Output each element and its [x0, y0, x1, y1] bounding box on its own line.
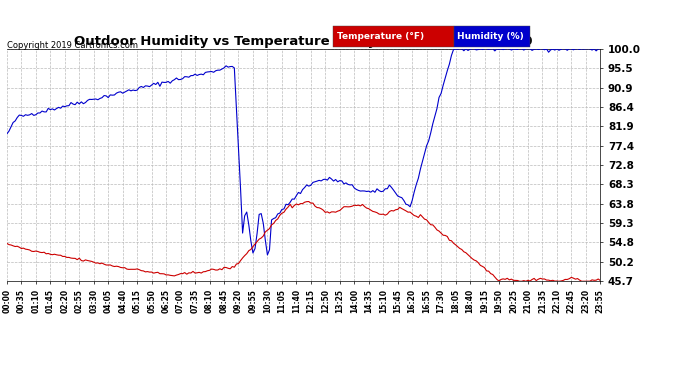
Title: Outdoor Humidity vs Temperature Every 5 Minutes 20191020: Outdoor Humidity vs Temperature Every 5 … — [75, 34, 533, 48]
Text: Humidity (%): Humidity (%) — [457, 32, 524, 41]
Text: Copyright 2019 Cartronics.com: Copyright 2019 Cartronics.com — [7, 41, 138, 50]
Text: Temperature (°F): Temperature (°F) — [337, 32, 424, 41]
